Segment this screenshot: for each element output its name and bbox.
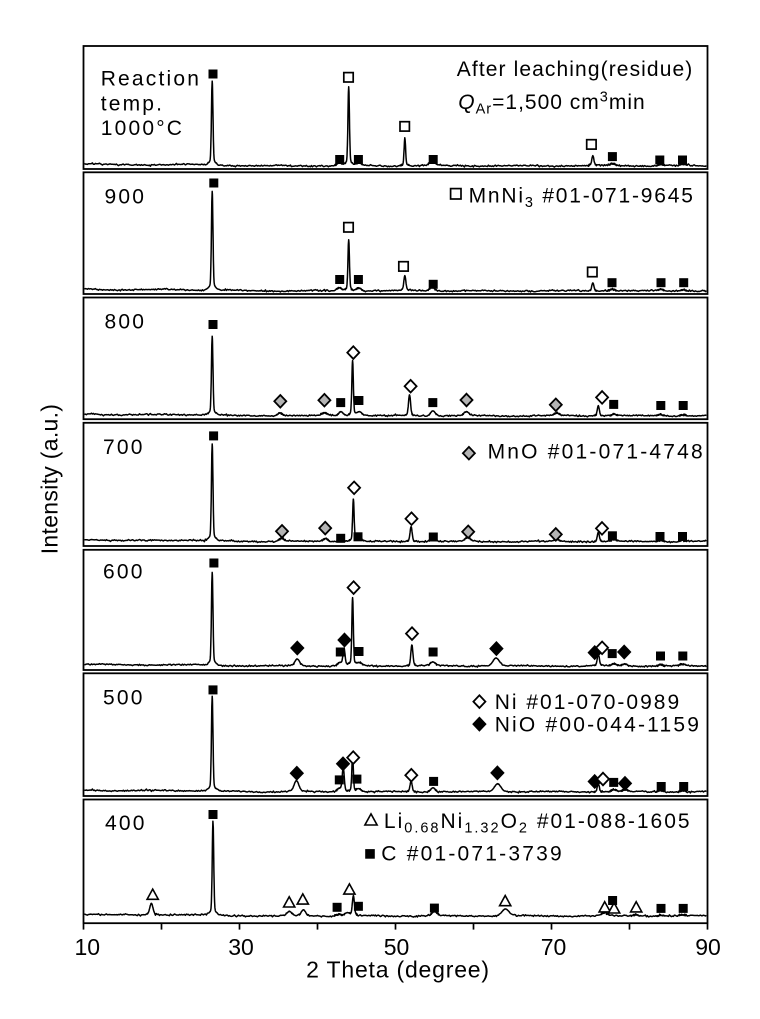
svg-text:10: 10 [75, 934, 101, 960]
svg-text:70: 70 [541, 934, 567, 960]
svg-text:Reaction: Reaction [101, 68, 201, 91]
svg-text:QAr=1,500 cm3min: QAr=1,500 cm3min [458, 90, 645, 118]
svg-text:30: 30 [228, 934, 254, 960]
svg-text:MnNi3 #01-071-9645: MnNi3 #01-071-9645 [469, 184, 695, 211]
svg-text:C #01-071-3739: C #01-071-3739 [381, 843, 564, 866]
svg-text:temp.: temp. [101, 92, 165, 115]
svg-text:After leaching(residue): After leaching(residue) [457, 58, 694, 81]
svg-text:MnO #01-071-4748: MnO #01-071-4748 [488, 441, 705, 464]
svg-text:50: 50 [384, 934, 410, 960]
svg-text:90: 90 [695, 934, 721, 960]
svg-text:Ni #01-070-0989: Ni #01-070-0989 [495, 691, 681, 714]
svg-text:400: 400 [105, 812, 147, 835]
svg-text:600: 600 [103, 561, 145, 584]
svg-text:500: 500 [103, 687, 145, 710]
svg-text:900: 900 [105, 185, 147, 208]
svg-text:Intensity (a.u.): Intensity (a.u.) [37, 404, 63, 555]
svg-text:700: 700 [103, 436, 145, 459]
svg-text:800: 800 [105, 311, 147, 334]
svg-text:NiO #00-044-1159: NiO #00-044-1159 [495, 714, 701, 737]
svg-text:1000°C: 1000°C [101, 117, 184, 140]
svg-text:2 Theta (degree): 2 Theta (degree) [306, 957, 490, 983]
